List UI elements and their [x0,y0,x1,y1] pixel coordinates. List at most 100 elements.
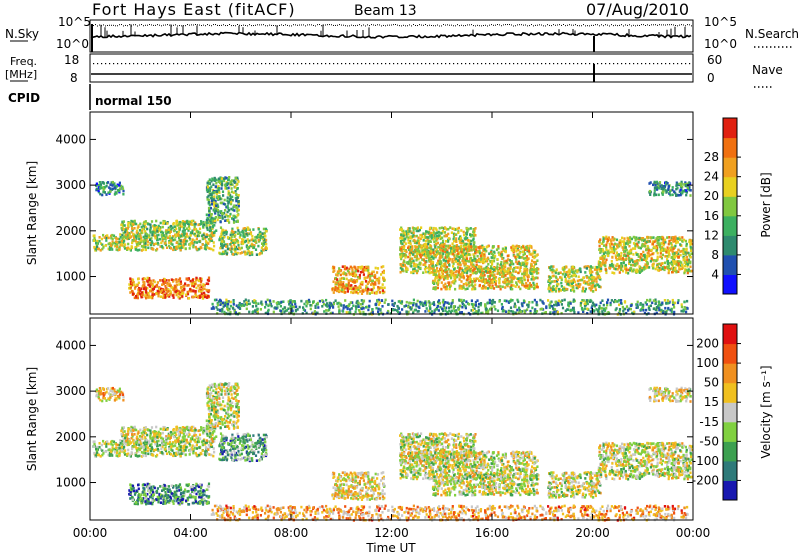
nsearch-dot [241,25,242,27]
power-cell [255,253,258,256]
power-cell [355,280,358,283]
power-cell [412,228,415,232]
power-cell [366,292,369,295]
power-cell [151,293,154,296]
power-cell [504,263,507,267]
power-cell [405,235,408,239]
power-cell [195,279,198,282]
power-cell [183,239,186,243]
power-cell [237,202,240,205]
power-cell [223,251,226,255]
power-cell [265,238,268,242]
nsearch-dot [447,24,448,26]
power-cell [203,223,206,227]
power-cell [441,275,444,279]
power-cell [503,278,506,282]
power-cell [420,247,423,250]
power-cell [215,190,218,194]
power-cell [132,232,135,236]
power-cell [484,270,487,273]
power-cell [451,258,454,261]
power-cell [407,262,410,266]
power-cell [442,262,445,266]
power-cell [121,185,124,189]
power-cell [528,244,532,248]
power-cell [143,287,146,290]
power-cell [248,239,251,243]
power-cell [170,286,174,289]
nave-dot [161,63,163,65]
power-cell [439,245,443,248]
power-cell [342,281,345,284]
power-cell [153,280,156,284]
power-cell [514,270,517,273]
power-cell [630,263,633,267]
power-cell [476,254,479,258]
power-cell [245,232,248,236]
power-cell [447,261,450,265]
nave-dot [657,63,659,65]
power-cell [367,271,370,275]
nave-dot [333,63,335,65]
nsearch-dot [379,24,380,26]
power-cell [240,241,243,244]
power-cell [205,234,208,238]
power-cell [531,259,534,262]
nave-dot [477,63,479,65]
nave-dot [121,63,123,65]
power-cell [194,282,197,286]
nave-dot [541,63,543,65]
nsearch-dot [407,25,408,27]
power-cell [201,294,204,298]
power-cell [225,181,228,184]
power-cell [179,225,182,229]
power-cell [683,264,687,268]
power-cell [667,269,670,272]
power-cell [149,223,152,226]
power-cell [483,257,486,261]
nave-dot [177,63,179,65]
power-cell [217,177,220,181]
power-cell [152,287,155,290]
power-cell [135,295,138,298]
nave-dot [313,63,315,65]
power-cell [191,242,194,245]
power-cell [463,263,466,266]
power-cell [120,239,123,243]
nsearch-dot [545,25,546,27]
power-cell [121,225,125,228]
power-cell [415,271,419,275]
power-cell [169,289,172,293]
power-cell [102,188,105,192]
power-cell [449,226,452,229]
power-cell [156,281,159,284]
nave-dot [353,63,355,65]
power-cell [473,229,476,233]
nsearch-label: N.Search [745,27,799,41]
power-cell [175,293,178,297]
power-cell [685,242,688,246]
power-cell [189,220,192,224]
power-cell [674,266,677,270]
power-cell [350,272,353,276]
nsearch-dot [503,24,504,26]
power-cell [472,277,475,281]
power-cell [123,245,126,248]
power-cell [523,271,526,274]
power-cell [462,255,465,259]
power-cell [111,180,114,184]
nsearch-dot [281,24,282,26]
power-cell [222,179,226,183]
power-cell [561,272,564,276]
nave-label: Nave [752,63,783,77]
nave-dot [205,63,207,65]
power-cell [367,280,370,284]
power-cell [215,202,218,206]
power-cell [137,241,140,245]
nsearch-dot [147,24,148,26]
power-cell [151,233,154,237]
power-cell [233,245,236,249]
power-cell [638,265,641,268]
power-cell [378,291,381,294]
power-cell [148,238,152,241]
